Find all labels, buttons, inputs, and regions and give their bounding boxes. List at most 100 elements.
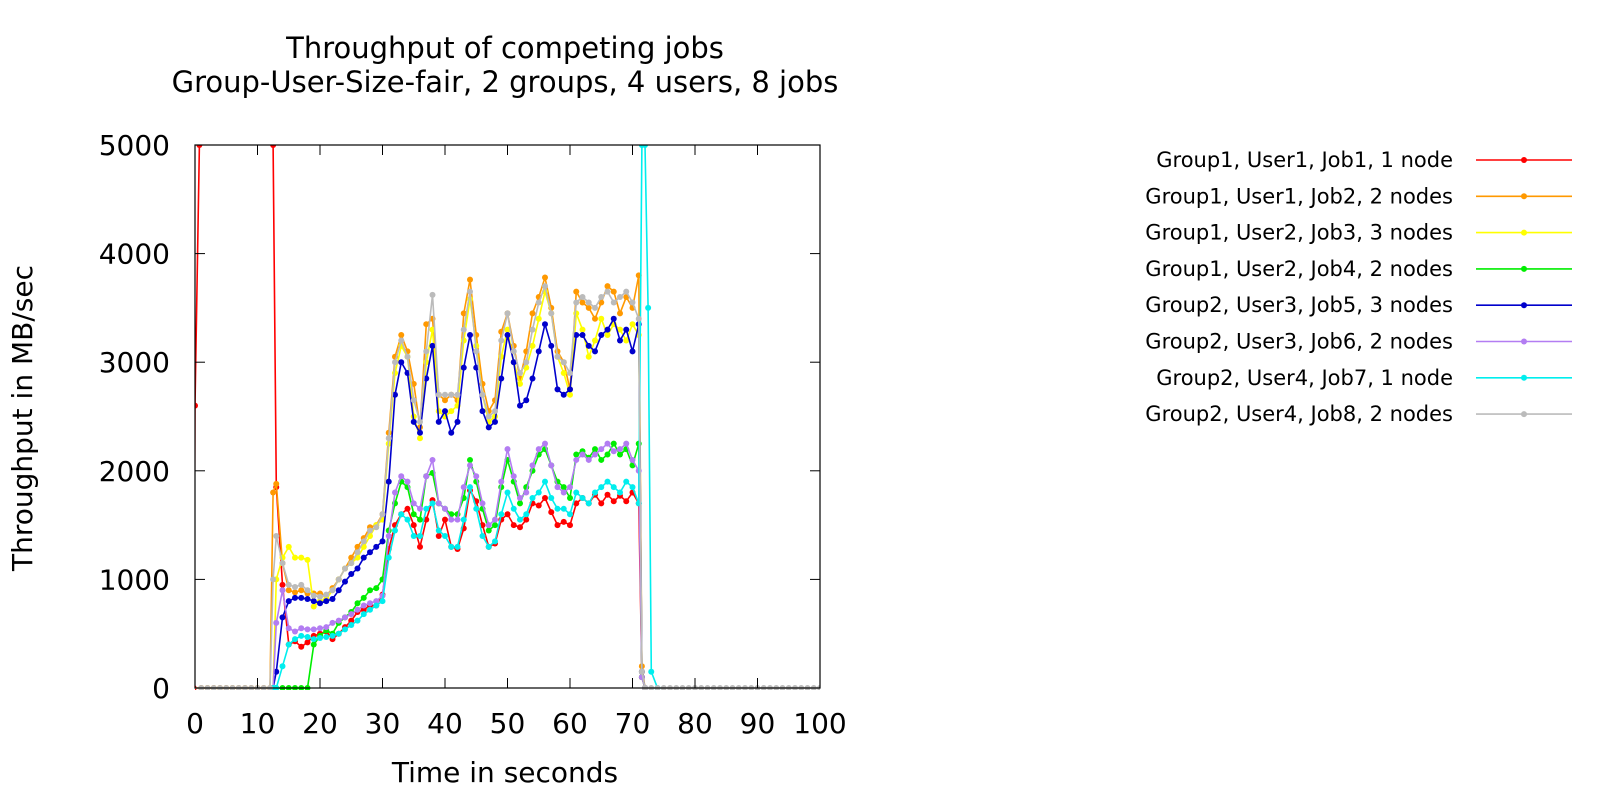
data-point: [598, 446, 605, 453]
data-point: [548, 310, 555, 317]
data-point: [189, 685, 195, 691]
data-point: [410, 522, 417, 529]
data-point: [454, 418, 461, 425]
x-tick-label: 100: [793, 707, 846, 740]
data-point: [285, 641, 292, 648]
legend-marker: [1521, 302, 1527, 309]
data-point: [517, 524, 523, 531]
data-point: [304, 587, 311, 594]
data-point: [560, 370, 567, 377]
data-point: [285, 598, 292, 605]
data-point: [617, 489, 623, 496]
data-point: [442, 505, 448, 512]
data-point: [467, 288, 473, 295]
data-point: [310, 603, 317, 610]
data-point: [410, 511, 417, 518]
data-point: [604, 283, 611, 290]
series-line: [273, 145, 659, 689]
data-point: [435, 527, 442, 534]
plot-frame: [194, 144, 821, 689]
data-point: [410, 397, 417, 404]
data-point: [460, 364, 467, 371]
data-point: [448, 391, 455, 398]
data-point: [548, 494, 555, 501]
data-point: [285, 543, 292, 550]
data-point: [504, 511, 511, 518]
data-point: [298, 587, 305, 594]
data-point: [579, 294, 586, 301]
data-point: [404, 478, 411, 485]
data-point: [385, 478, 392, 485]
legend-marker: [1521, 229, 1527, 236]
data-point: [517, 380, 523, 387]
data-point: [329, 619, 336, 626]
data-point: [348, 560, 355, 567]
data-point: [360, 538, 367, 545]
data-point: [504, 326, 511, 333]
series-line: [272, 442, 646, 689]
data-point: [467, 462, 473, 469]
data-point: [517, 500, 523, 507]
legend-marker: [1521, 265, 1527, 272]
data-point: [579, 451, 586, 458]
data-point: [548, 509, 555, 516]
data-point: [310, 636, 317, 643]
data-point: [454, 543, 461, 550]
x-tick-label: 50: [490, 707, 526, 740]
data-point: [629, 299, 636, 306]
data-point: [189, 685, 195, 691]
data-point: [460, 326, 467, 333]
data-point: [423, 348, 430, 355]
data-point: [585, 456, 592, 463]
data-point: [504, 310, 511, 317]
data-point: [348, 617, 355, 624]
x-tick-label: 70: [615, 707, 651, 740]
series-layer: [189, 145, 820, 691]
data-point: [423, 473, 430, 480]
data-point: [492, 522, 498, 529]
data-point: [292, 594, 298, 601]
data-point: [195, 402, 198, 409]
data-point: [429, 342, 436, 349]
data-point: [379, 511, 386, 518]
data-point: [367, 587, 373, 594]
data-point: [360, 602, 367, 609]
data-point: [523, 359, 530, 366]
data-point: [567, 511, 573, 518]
data-point: [592, 446, 598, 453]
x-tick-label: 30: [365, 707, 401, 740]
data-point: [367, 549, 373, 556]
data-point: [617, 451, 623, 458]
data-point: [270, 576, 277, 583]
y-tick-label: 1000: [99, 563, 170, 596]
data-point: [298, 632, 305, 639]
x-tick-label: 90: [740, 707, 776, 740]
data-point: [435, 418, 442, 425]
data-point: [285, 625, 292, 632]
legend-label: Group2, User3, Job5, 3 nodes: [1145, 293, 1453, 317]
data-point: [492, 418, 498, 425]
data-point: [448, 543, 455, 550]
data-point: [423, 505, 430, 512]
data-point: [517, 370, 523, 377]
data-point: [304, 639, 311, 646]
data-point: [373, 602, 380, 609]
data-point: [323, 598, 330, 605]
data-point: [273, 532, 280, 539]
data-point: [542, 283, 548, 290]
data-point: [598, 332, 605, 339]
data-point: [392, 527, 398, 534]
data-point: [567, 522, 573, 529]
data-point: [604, 478, 611, 485]
data-point: [529, 494, 536, 501]
data-point: [623, 288, 630, 295]
data-point: [579, 332, 586, 339]
data-point: [454, 391, 461, 398]
data-point: [535, 299, 542, 306]
data-point: [638, 668, 645, 675]
data-point: [510, 505, 517, 512]
data-point: [610, 440, 617, 447]
data-point: [460, 310, 467, 317]
data-point: [429, 456, 436, 463]
legend-label: Group2, User3, Job6, 2 nodes: [1145, 330, 1453, 354]
